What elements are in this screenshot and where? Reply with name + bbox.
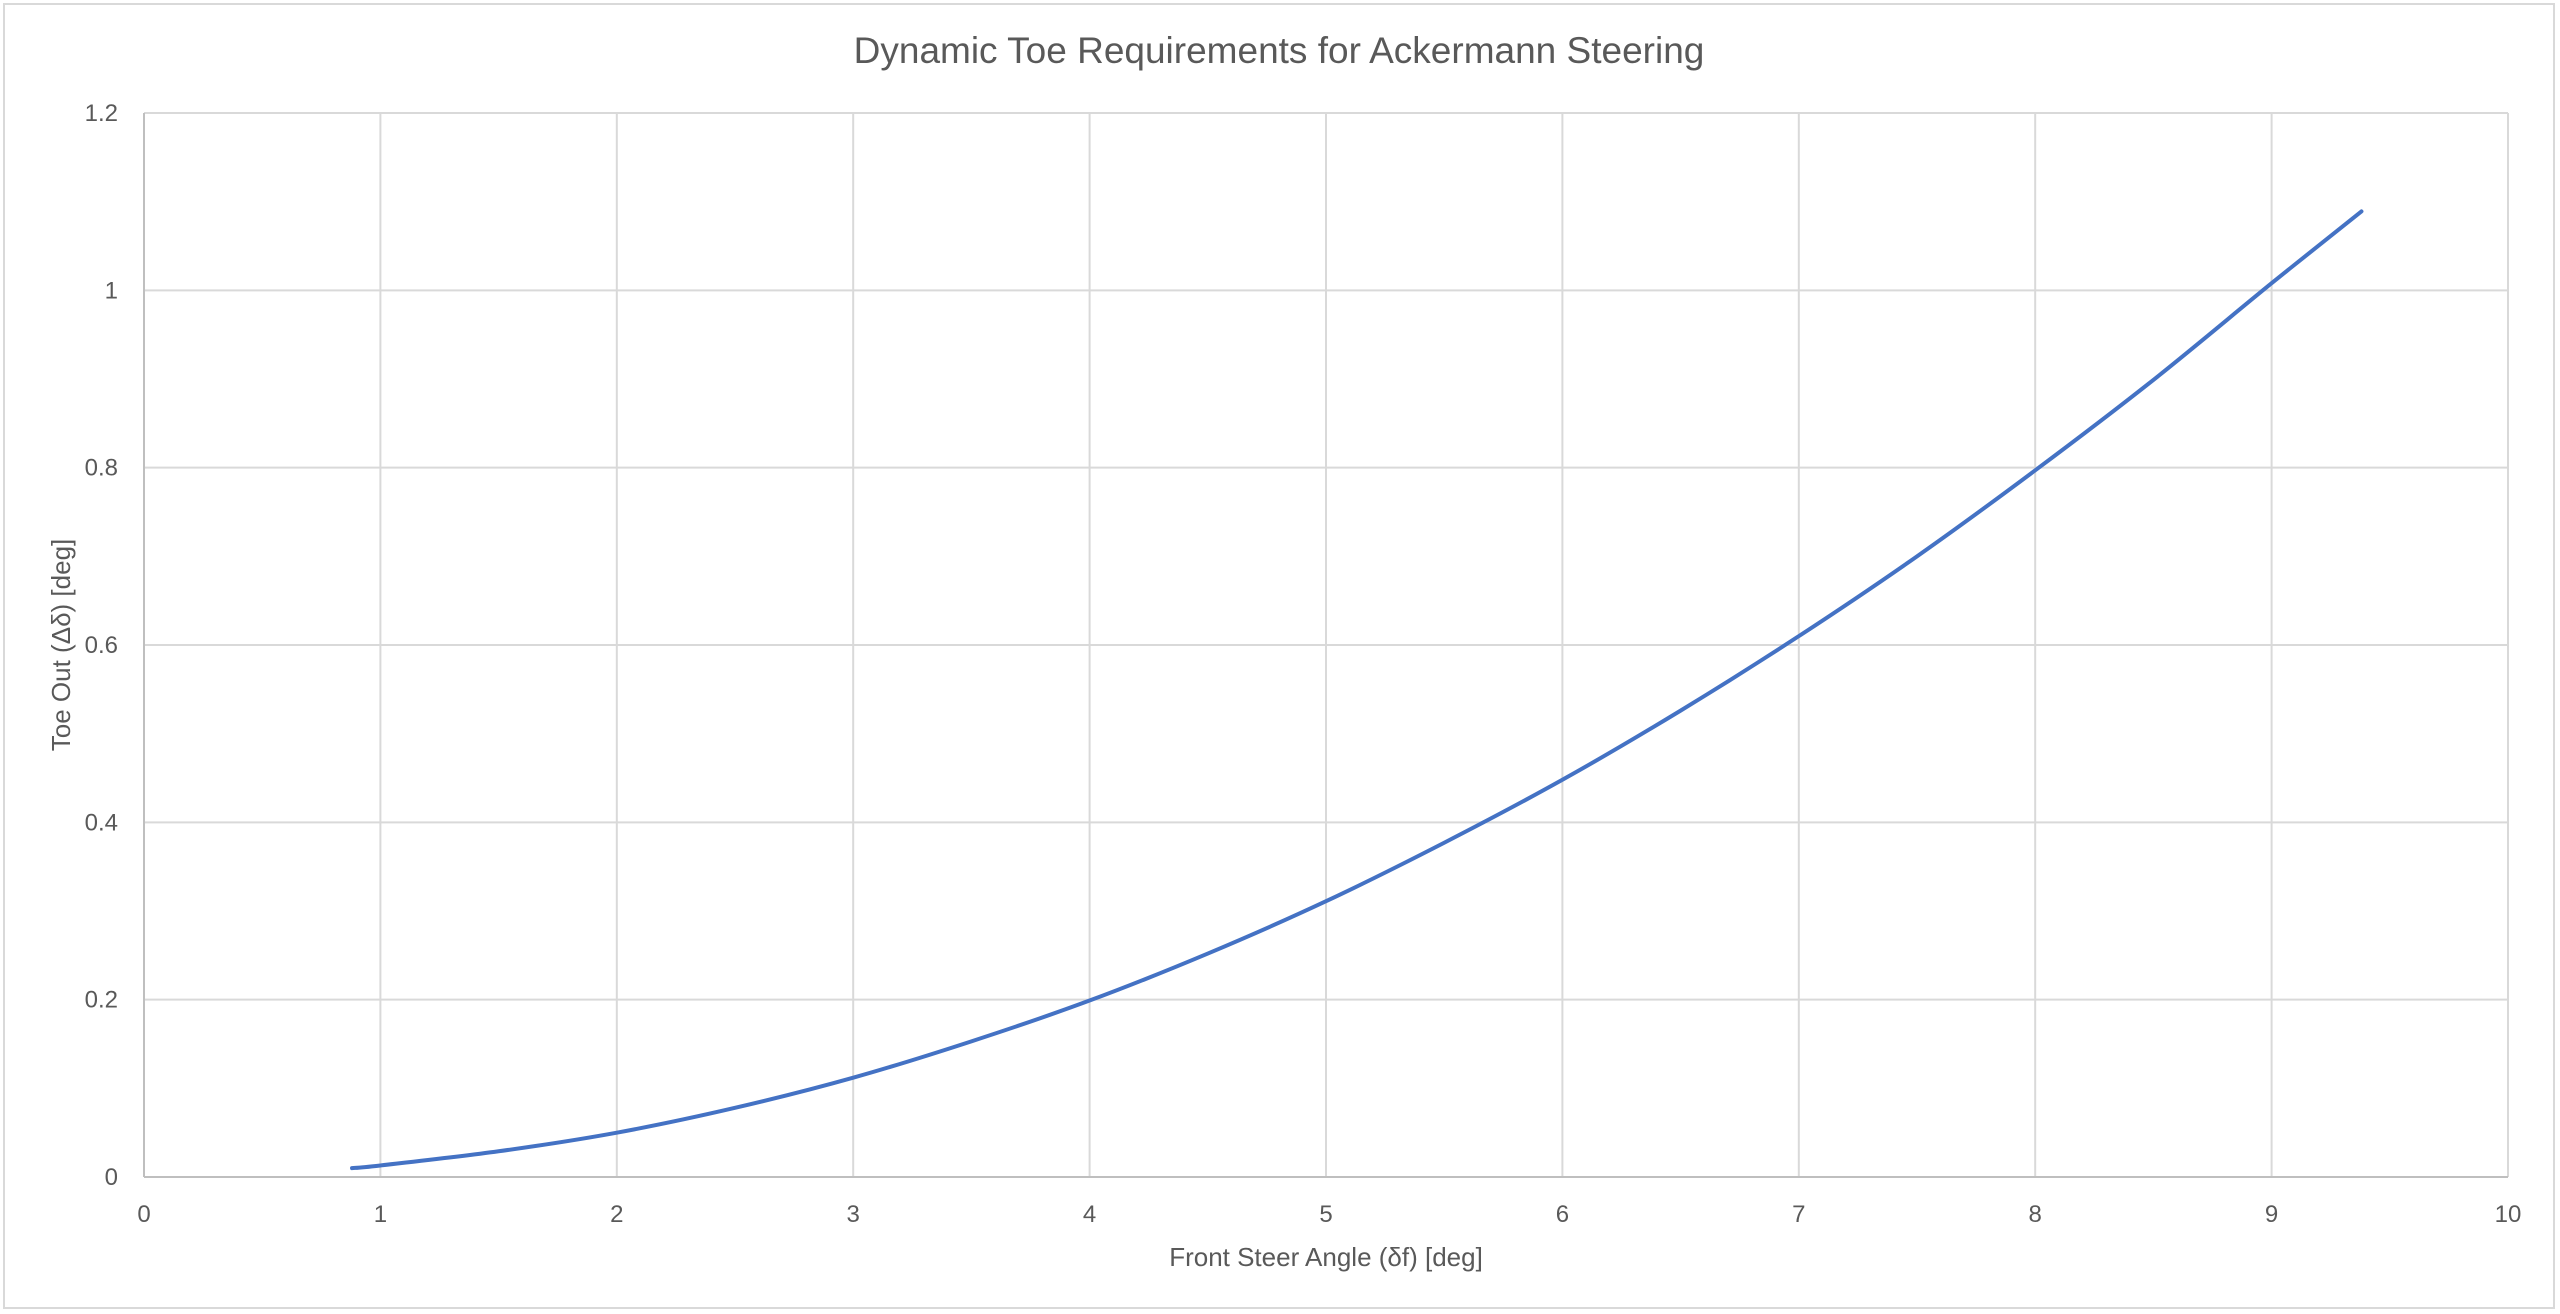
y-tick-label: 0.2	[85, 987, 118, 1014]
x-tick-label: 0	[137, 1201, 150, 1228]
series-line	[350, 209, 2364, 1171]
y-tick-labels: 0 0.2 0.4 0.6 0.8 1 1.2	[85, 100, 118, 1191]
x-tick-labels: 0 1 2 3 4 5 6 7 8 9 10	[137, 1201, 2521, 1228]
y-tick-label: 0.6	[85, 632, 118, 659]
y-axis-title: Toe Out (Δδ) [deg]	[46, 539, 76, 751]
y-tick-label: 0.4	[85, 809, 118, 836]
x-tick-label: 1	[374, 1201, 387, 1228]
y-tick-label: 0	[105, 1164, 118, 1191]
y-tick-label: 0.8	[85, 455, 118, 482]
x-axis-title: Front Steer Angle (δf) [deg]	[1169, 1242, 1483, 1272]
x-tick-label: 5	[1319, 1201, 1332, 1228]
chart-frame	[3, 3, 2555, 1309]
y-tick-label: 1	[105, 277, 118, 304]
series-layer	[350, 209, 2364, 1171]
gridlines	[144, 112, 2509, 1177]
y-tick-label: 1.2	[85, 100, 118, 127]
x-tick-label: 8	[2029, 1201, 2042, 1228]
x-tick-label: 10	[2495, 1201, 2522, 1228]
x-tick-label: 7	[1792, 1201, 1805, 1228]
x-tick-label: 9	[2265, 1201, 2278, 1228]
chart-title: Dynamic Toe Requirements for Ackermann S…	[854, 30, 1705, 71]
x-tick-label: 3	[847, 1201, 860, 1228]
axes	[143, 113, 2508, 1178]
x-tick-label: 2	[610, 1201, 623, 1228]
x-tick-label: 6	[1556, 1201, 1569, 1228]
x-tick-label: 4	[1083, 1201, 1096, 1228]
